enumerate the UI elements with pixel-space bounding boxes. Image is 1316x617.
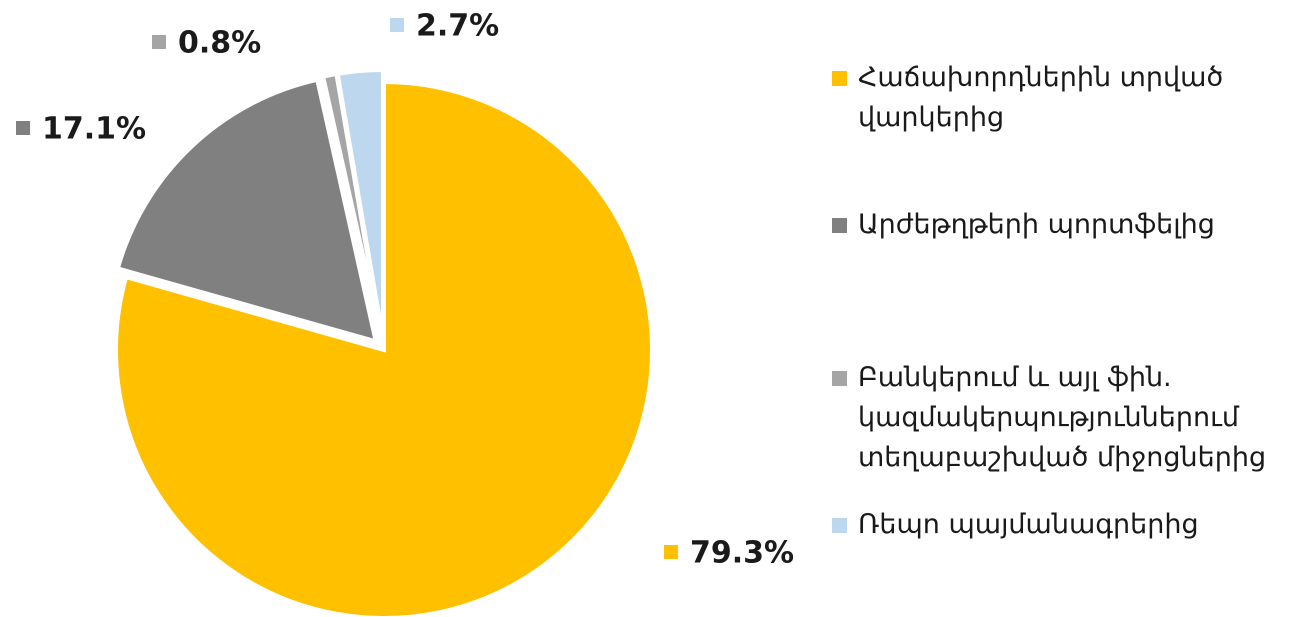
label-swatch bbox=[152, 35, 166, 49]
data-label: 79.3% bbox=[690, 536, 794, 571]
legend-label: Բանկերում և այլ ֆին. կազմակերպություններ… bbox=[858, 362, 1267, 473]
legend-label: Արժեթղթերի պորտֆելից bbox=[858, 209, 1215, 240]
pie-slice bbox=[115, 77, 379, 345]
label-swatch bbox=[16, 121, 30, 135]
legend-label: Ռեպո պայմանագրերից bbox=[858, 509, 1199, 540]
legend-item: Արժեթղթերի պորտֆելից bbox=[832, 205, 1316, 245]
label-swatch bbox=[664, 545, 678, 559]
data-label: 17.1% bbox=[42, 112, 146, 147]
data-label: 0.8% bbox=[178, 26, 261, 61]
legend-swatch bbox=[832, 71, 847, 86]
legend-item: Բանկերում և այլ ֆին. կազմակերպություններ… bbox=[832, 358, 1316, 478]
data-label: 2.7% bbox=[416, 9, 499, 44]
legend-item: Հաճախորդներին տրված վարկերից bbox=[832, 58, 1316, 138]
legend-swatch bbox=[832, 218, 847, 233]
pie-slice bbox=[114, 79, 654, 617]
legend-label: Հաճախորդներին տրված վարկերից bbox=[858, 62, 1224, 133]
pie-slice bbox=[335, 68, 385, 339]
legend-swatch bbox=[832, 371, 847, 386]
legend-swatch bbox=[832, 518, 847, 533]
legend-item: Ռեպո պայմանագրերից bbox=[832, 505, 1316, 545]
chart: 79.3% 17.1% 0.8% 2.7% bbox=[16, 9, 794, 617]
label-swatch bbox=[390, 18, 404, 32]
